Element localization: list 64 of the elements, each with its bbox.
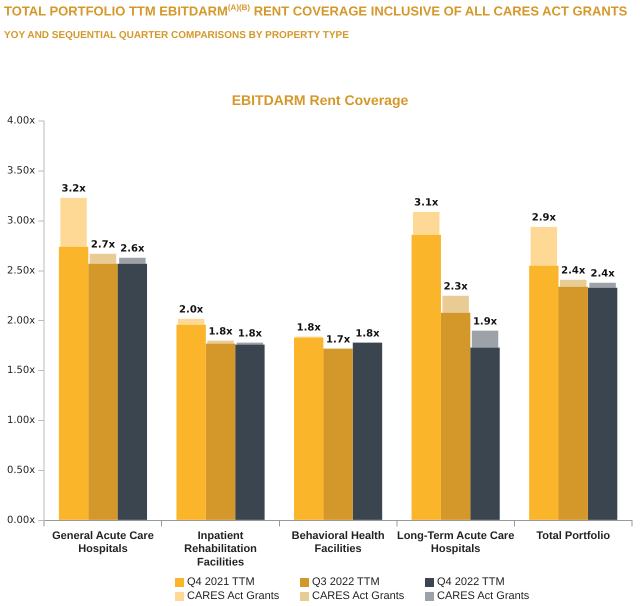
- bar: [235, 344, 265, 520]
- y-tick-label: 2.00x: [6, 315, 36, 326]
- data-label: 3.2x: [61, 183, 86, 194]
- chart-title: TOTAL PORTFOLIO TTM EBITDARM$^{(A)(B)}$ RENT COVERAGE INCLUSIVE OF ALL CARES ACT GRANTS: [4, 3, 628, 18]
- x-tick-label: Behavioral Health Facilities: [292, 530, 385, 556]
- bar: [206, 344, 236, 520]
- y-tick-label: 1.00x: [6, 415, 36, 426]
- data-label: 1.8x: [238, 328, 263, 340]
- bar: [88, 264, 118, 520]
- data-label: 3.1x: [414, 197, 439, 208]
- data-label: 1.8x: [208, 326, 234, 338]
- data-label: 2.3x: [444, 281, 468, 292]
- data-label: 1.8x: [355, 328, 380, 340]
- y-tick-label: 3.50x: [6, 166, 36, 177]
- bar: [118, 264, 148, 520]
- x-tick-label: Inpatient Rehabilitation Facilities: [184, 530, 258, 568]
- bar: [207, 340, 234, 344]
- bar: [442, 296, 469, 313]
- chart-subtitle: YOY AND SEQUENTIAL QUARTER COMPARISONS BY PROPERTY TYPE: [4, 30, 349, 41]
- bar: [529, 266, 559, 520]
- bar: [472, 330, 498, 348]
- x-tick-label: Total Portfolio: [536, 530, 610, 542]
- bar: [58, 246, 88, 520]
- y-tick-label: 2.50x: [6, 265, 36, 276]
- x-tick-label: General Acute Care Hospitals: [52, 530, 154, 556]
- bar: [178, 318, 204, 325]
- bar: [176, 324, 206, 520]
- x-tick-label: Long-Term Acute Care Hospitals: [396, 530, 514, 556]
- legend-label: Q3 2022 TTM: [312, 576, 380, 588]
- legend-label: CARES Act Grants: [437, 590, 530, 602]
- data-label: 2.9x: [532, 212, 556, 224]
- bar: [412, 234, 441, 520]
- data-label: 1.7x: [326, 334, 351, 346]
- bar: [352, 342, 382, 520]
- y-tick-label: 4.00x: [6, 116, 36, 127]
- bar: [588, 288, 618, 520]
- y-tick-label: 1.50x: [6, 365, 36, 376]
- y-tick-label: 0.00x: [6, 514, 36, 526]
- data-label: 2.6x: [120, 243, 145, 254]
- text: EBITDARM Rent Coverage: [230, 92, 410, 108]
- bar: [119, 258, 146, 264]
- data-label: 2.7x: [90, 239, 116, 250]
- data-label: 2.4x: [590, 268, 616, 280]
- bar: [294, 338, 324, 520]
- bar: [60, 198, 87, 247]
- data-label: 1.9x: [472, 316, 498, 328]
- bar: [323, 348, 353, 520]
- bar: [589, 282, 616, 288]
- bar: [558, 286, 588, 520]
- bar: [470, 348, 500, 520]
- bar: [90, 254, 116, 264]
- y-tick-label: 0.50x: [6, 465, 36, 476]
- legend-label: CARES Act Grants: [312, 590, 404, 602]
- legend-label: Q4 2022 TTM: [437, 576, 505, 588]
- data-label: 1.8x: [296, 322, 322, 334]
- y-tick-label: 3.00x: [6, 215, 36, 226]
- bar: [413, 212, 440, 235]
- bar: [560, 280, 586, 287]
- bar: [440, 312, 470, 520]
- legend-label: Q4 2021 TTM: [187, 576, 255, 588]
- data-label: 2.0x: [179, 304, 204, 316]
- data-label: 2.4x: [561, 265, 586, 276]
- bar: [530, 226, 558, 266]
- legend-label: CARES Act Grants: [187, 590, 280, 602]
